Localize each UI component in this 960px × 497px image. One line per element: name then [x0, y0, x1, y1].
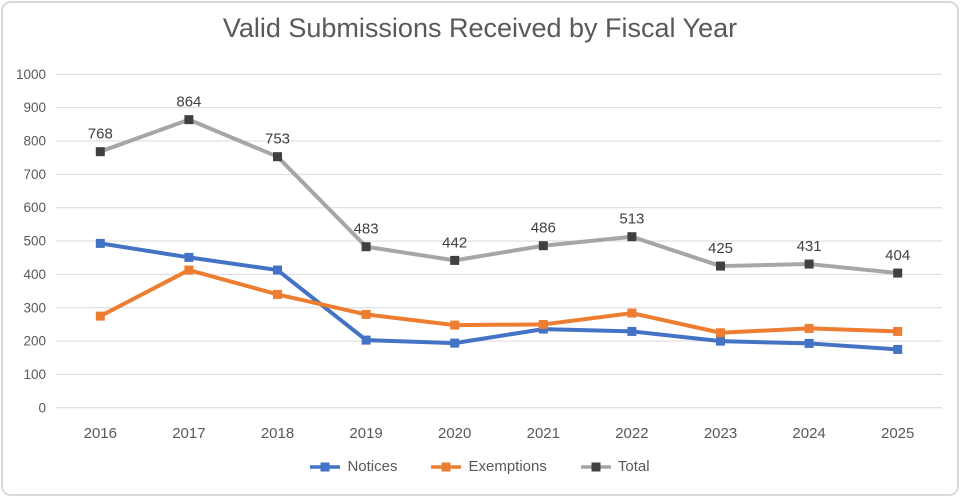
y-tick-label: 400 [23, 267, 46, 282]
data-label-total: 486 [531, 220, 556, 237]
x-tick-label: 2023 [704, 425, 737, 442]
y-tick-label: 800 [23, 134, 46, 149]
data-point-total [450, 255, 460, 265]
data-label-total: 404 [885, 247, 910, 264]
data-point-notices [361, 335, 371, 345]
x-tick-label: 2024 [792, 425, 825, 442]
data-label-total: 753 [265, 131, 290, 148]
legend-label: Exemptions [468, 458, 547, 475]
x-tick-label: 2018 [261, 425, 294, 442]
y-tick-label: 0 [38, 400, 46, 415]
data-point-notices [273, 265, 282, 275]
data-point-exemptions [361, 309, 371, 319]
legend-label: Notices [347, 458, 398, 475]
data-point-total [538, 241, 548, 251]
chart-title: Valid Submissions Received by Fiscal Yea… [222, 13, 738, 43]
series-line-exemptions [98, 268, 900, 335]
data-point-exemptions [184, 265, 194, 275]
x-tick-label: 2020 [438, 425, 471, 442]
data-label-total: 442 [442, 234, 467, 251]
series-line-notices [98, 241, 900, 352]
legend-swatch-icon [580, 462, 611, 471]
data-point-exemptions [893, 326, 903, 336]
data-point-exemptions [273, 289, 282, 299]
data-point-notices [627, 326, 637, 336]
legend-item-notices: Notices [310, 458, 397, 475]
x-tick-label: 2017 [172, 425, 205, 442]
y-tick-label: 900 [23, 100, 46, 115]
data-label-total: 513 [619, 211, 644, 228]
data-label-total: 483 [354, 221, 379, 238]
x-tick-label: 2016 [84, 425, 117, 442]
y-tick-label: 700 [23, 167, 46, 182]
data-label-total: 864 [176, 94, 201, 111]
data-point-notices [716, 336, 725, 346]
data-point-exemptions [716, 328, 725, 338]
data-point-exemptions [450, 320, 460, 330]
data-point-notices [184, 252, 194, 262]
data-point-exemptions [804, 323, 814, 333]
legend-swatch-icon [310, 462, 341, 471]
legend-item-exemptions: Exemptions [431, 458, 547, 475]
data-label-total: 431 [797, 238, 822, 255]
data-point-notices [893, 344, 903, 354]
data-point-total [273, 152, 282, 162]
data-point-total [95, 147, 105, 157]
data-point-total [893, 268, 903, 278]
data-point-notices [538, 324, 548, 334]
data-point-notices [804, 338, 814, 348]
y-tick-label: 100 [23, 367, 46, 382]
legend-swatch-icon [431, 462, 462, 471]
data-point-notices [450, 338, 460, 348]
series-line-total [98, 117, 900, 276]
data-point-total [804, 259, 814, 269]
y-tick-label: 1000 [16, 67, 46, 82]
data-point-exemptions [538, 319, 548, 329]
data-point-total [184, 115, 194, 125]
data-label-total: 768 [88, 126, 113, 143]
data-point-notices [95, 238, 105, 248]
y-tick-label: 600 [23, 200, 46, 215]
y-tick-label: 300 [23, 300, 46, 315]
legend-label: Total [617, 458, 650, 475]
x-tick-label: 2019 [349, 425, 382, 442]
y-tick-label: 500 [23, 234, 46, 249]
data-point-exemptions [627, 308, 637, 318]
data-label-total: 425 [708, 240, 733, 257]
chart-legend: Notices Exemptions Total [0, 458, 960, 475]
y-tick-label: 200 [23, 334, 46, 349]
x-tick-label: 2021 [527, 425, 560, 442]
legend-item-total: Total [580, 458, 650, 475]
x-tick-label: 2022 [615, 425, 648, 442]
data-point-exemptions [95, 311, 105, 321]
data-point-total [716, 261, 725, 271]
data-point-total [361, 242, 371, 252]
data-point-total [627, 232, 637, 242]
x-tick-label: 2025 [881, 425, 914, 442]
